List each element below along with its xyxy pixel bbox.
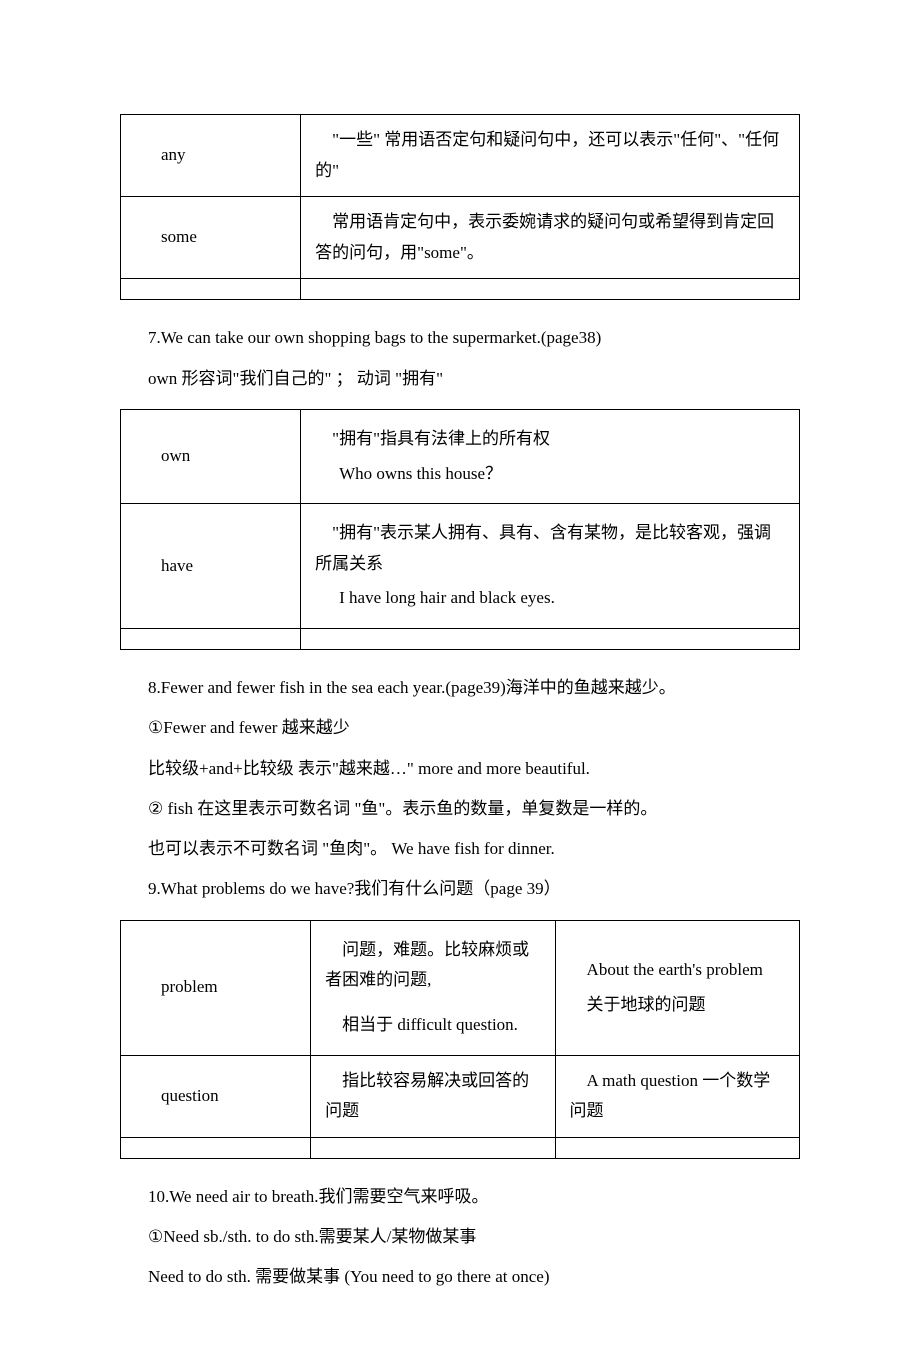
table-row-empty	[121, 1137, 800, 1158]
table-row: any "一些" 常用语否定句和疑问句中，还可以表示"任何"、"任何的"	[121, 115, 800, 197]
paragraph-9a: 9.What problems do we have?我们有什么问题（page …	[120, 873, 800, 905]
cell-line: I have long hair and black eyes.	[315, 583, 785, 614]
cell-empty	[301, 279, 800, 300]
paragraph-8d: ② fish 在这里表示可数名词 "鱼"。表示鱼的数量，单复数是一样的。	[120, 793, 800, 825]
cell-line: About the earth's problem	[570, 955, 785, 986]
table-own-have: own "拥有"指具有法律上的所有权 Who owns this house？ …	[120, 409, 800, 650]
paragraph-10c: Need to do sth. 需要做某事 (You need to go th…	[120, 1261, 800, 1293]
paragraph-8e: 也可以表示不可数名词 "鱼肉"。 We have fish for dinner…	[120, 833, 800, 865]
cell-line: Who owns this house？	[315, 459, 785, 490]
table-any-some: any "一些" 常用语否定句和疑问句中，还可以表示"任何"、"任何的" som…	[120, 114, 800, 300]
table-row: some 常用语肯定句中，表示委婉请求的疑问句或希望得到肯定回答的问句，用"so…	[121, 197, 800, 279]
cell-def: 常用语肯定句中，表示委婉请求的疑问句或希望得到肯定回答的问句，用"some"。	[301, 197, 800, 279]
cell-line: 相当于 difficult question.	[325, 1010, 540, 1041]
paragraph-7a: 7.We can take our own shopping bags to t…	[120, 322, 800, 354]
cell-line: "拥有"表示某人拥有、具有、含有某物，是比较客观，强调所属关系	[315, 518, 785, 579]
table-row: own "拥有"指具有法律上的所有权 Who owns this house？	[121, 409, 800, 503]
cell-empty	[555, 1137, 799, 1158]
cell-line: 关于地球的问题	[570, 990, 785, 1021]
cell-def: "一些" 常用语否定句和疑问句中，还可以表示"任何"、"任何的"	[301, 115, 800, 197]
cell-term: problem	[121, 920, 311, 1055]
table-row: problem 问题，难题。比较麻烦或者困难的问题, 相当于 difficult…	[121, 920, 800, 1055]
paragraph-8b: ①Fewer and fewer 越来越少	[120, 712, 800, 744]
paragraph-10a: 10.We need air to breath.我们需要空气来呼吸。	[120, 1181, 800, 1213]
table-row-empty	[121, 279, 800, 300]
cell-empty	[121, 279, 301, 300]
cell-term: question	[121, 1055, 311, 1137]
paragraph-8c: 比较级+and+比较级 表示"越来越…" more and more beaut…	[120, 753, 800, 785]
cell-line: 问题，难题。比较麻烦或者困难的问题,	[325, 935, 540, 996]
cell-example: A math question 一个数学问题	[555, 1055, 799, 1137]
paragraph-10b: ①Need sb./sth. to do sth.需要某人/某物做某事	[120, 1221, 800, 1253]
cell-example: About the earth's problem 关于地球的问题	[555, 920, 799, 1055]
cell-term: some	[121, 197, 301, 279]
cell-def: 问题，难题。比较麻烦或者困难的问题, 相当于 difficult questio…	[311, 920, 555, 1055]
table-row: question 指比较容易解决或回答的问题 A math question 一…	[121, 1055, 800, 1137]
paragraph-7b: own 形容词"我们自己的" ； 动词 "拥有"	[120, 363, 800, 395]
cell-line: "拥有"指具有法律上的所有权	[315, 424, 785, 455]
table-problem-question: problem 问题，难题。比较麻烦或者困难的问题, 相当于 difficult…	[120, 920, 800, 1159]
cell-term: have	[121, 504, 301, 629]
cell-term: any	[121, 115, 301, 197]
table-row-empty	[121, 628, 800, 649]
cell-empty	[121, 628, 301, 649]
paragraph-8a: 8.Fewer and fewer fish in the sea each y…	[120, 672, 800, 704]
table-row: have "拥有"表示某人拥有、具有、含有某物，是比较客观，强调所属关系 I h…	[121, 504, 800, 629]
cell-empty	[121, 1137, 311, 1158]
cell-def: "拥有"指具有法律上的所有权 Who owns this house？	[301, 409, 800, 503]
cell-term: own	[121, 409, 301, 503]
cell-empty	[301, 628, 800, 649]
cell-def: 指比较容易解决或回答的问题	[311, 1055, 555, 1137]
cell-def: "拥有"表示某人拥有、具有、含有某物，是比较客观，强调所属关系 I have l…	[301, 504, 800, 629]
cell-empty	[311, 1137, 555, 1158]
